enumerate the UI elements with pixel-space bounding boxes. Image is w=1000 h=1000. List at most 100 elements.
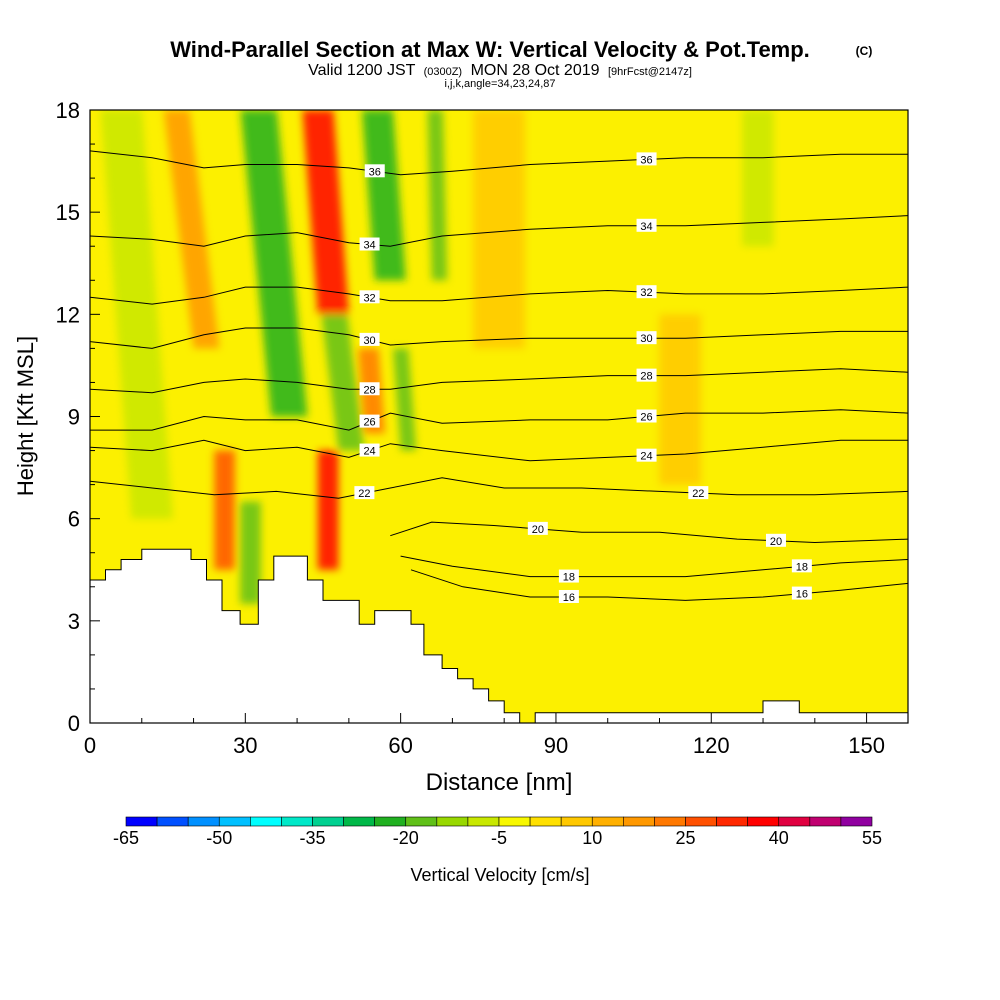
contour-label-32-0: 32 [363,292,375,304]
velocity-field [100,110,774,604]
theta-contour-26 [90,409,908,431]
colorbar-swatch-7 [343,816,375,827]
theta-contour-20 [390,521,908,544]
contour-label-26-0: 26 [363,417,375,429]
contour-label-bg [558,569,579,583]
x-tick-label-0: 0 [84,733,96,758]
valid-prefix: Valid 1200 JST [308,62,416,79]
y-tick-label-9: 9 [68,405,80,430]
colorbar-swatch-23 [840,816,873,827]
velocity-band-2 [214,450,235,570]
contour-label-bg [359,414,380,428]
contour-label-bg [364,164,385,178]
contour-label-bg [359,290,380,304]
valid-utc: (0300Z) [424,66,463,78]
colorbar-tick--5: -5 [491,828,507,848]
contour-label-28-0: 28 [363,384,375,396]
contour-label-18-1: 18 [796,561,808,573]
contour-label-bg [636,285,657,299]
colorbar-tick-40: 40 [769,828,789,848]
colorbar-swatch-6 [312,816,344,827]
colorbar-swatch-16 [623,816,655,827]
velocity-band-3 [240,501,261,604]
contour-label-bg [359,237,380,251]
y-tick-label-0: 0 [68,711,80,736]
colorbar-swatch-18 [685,816,717,827]
colorbar-swatch-5 [281,816,313,827]
theta-contour-28 [90,368,908,394]
contour-label-18-0: 18 [563,572,575,584]
velocity-band-10 [392,348,417,451]
contour-label-bg [688,486,709,500]
contour-label-30-1: 30 [640,333,652,345]
colorbar-swatch-13 [529,816,562,827]
theta-contour-22 [90,477,908,499]
contour-label-bg [765,533,786,547]
contour-label-22-0: 22 [358,488,370,500]
valid-time: Valid 1200 JST (0300Z) MON 28 Oct 2019 [… [308,62,692,79]
colorbar-tick--50: -50 [206,828,232,848]
colorbar-label: Vertical Velocity [cm/s] [410,865,589,885]
colorbar-swatch-0 [125,816,158,827]
theta-contour-30 [90,327,908,349]
colorbar-swatch-14 [560,816,593,827]
velocity-band-14 [742,110,774,247]
contour-label-22-1: 22 [692,488,704,500]
contour-label-bg [359,332,380,346]
x-axis: 0 30 60 90 120 150 [84,713,885,758]
contour-label-16-0: 16 [563,592,575,604]
theta-contour-18 [400,555,908,578]
colorbar-swatch-22 [809,816,842,827]
forecast-info: [9hrFcst@2147z] [608,66,692,78]
colorbar-swatch-17 [654,816,686,827]
y-tick-label-6: 6 [68,507,80,532]
colorbar-swatch-19 [716,816,748,827]
colorbar-swatch-10 [436,816,469,827]
contour-label-bg [359,382,380,396]
theta-contour-36 [90,150,908,176]
y-tick-label-12: 12 [56,302,80,327]
velocity-band-7 [321,314,365,451]
contour-label-24-0: 24 [363,446,375,458]
contour-label-bg [636,152,657,166]
colorbar-swatch-8 [374,816,407,827]
x-tick-label-60: 60 [388,733,412,758]
velocity-band-5 [302,110,349,315]
colorbar-tick--20: -20 [393,828,419,848]
y-tick-label-15: 15 [56,200,80,225]
contour-label-34-1: 34 [640,221,652,233]
colorbar-swatch-21 [778,816,811,827]
x-tick-label-150: 150 [848,733,885,758]
contour-label-20-1: 20 [770,536,782,548]
y-tick-label-3: 3 [68,609,80,634]
contour-label-bg [636,218,657,232]
theta-contour-32 [90,286,908,305]
x-axis-label: Distance [nm] [426,769,573,796]
theta-contour-34 [90,215,908,247]
title-mark: (C) [856,44,873,58]
colorbar-tick--65: -65 [113,828,139,848]
colorbar-swatch-1 [156,816,189,827]
x-tick-label-90: 90 [544,733,568,758]
contour-label-36-0: 36 [369,166,381,178]
contour-label-34-0: 34 [363,240,375,252]
velocity-band-13 [659,314,701,485]
colorbar: -65 -50 -35 -20 -5 10 25 40 55 [113,816,882,848]
chart-title: Wind-Parallel Section at Max W: Vertical… [170,37,810,62]
contour-label-bg [558,589,579,603]
y-axis-label: Height [Kft MSL] [13,336,38,496]
contour-label-bg [527,521,548,535]
colorbar-swatch-20 [747,816,780,827]
velocity-band-4 [240,110,308,417]
colorbar-tick--35: -35 [299,828,325,848]
velocity-band-1 [163,110,220,349]
contour-label-bg [636,448,657,462]
contour-label-bg [791,559,812,573]
colorbar-swatch-2 [187,816,220,827]
y-tick-label-18: 18 [56,98,80,123]
contour-label-bg [359,443,380,457]
y-axis: 0 3 6 9 12 15 18 [56,98,100,736]
colorbar-swatch-4 [250,816,282,827]
contour-label-bg [791,586,812,600]
